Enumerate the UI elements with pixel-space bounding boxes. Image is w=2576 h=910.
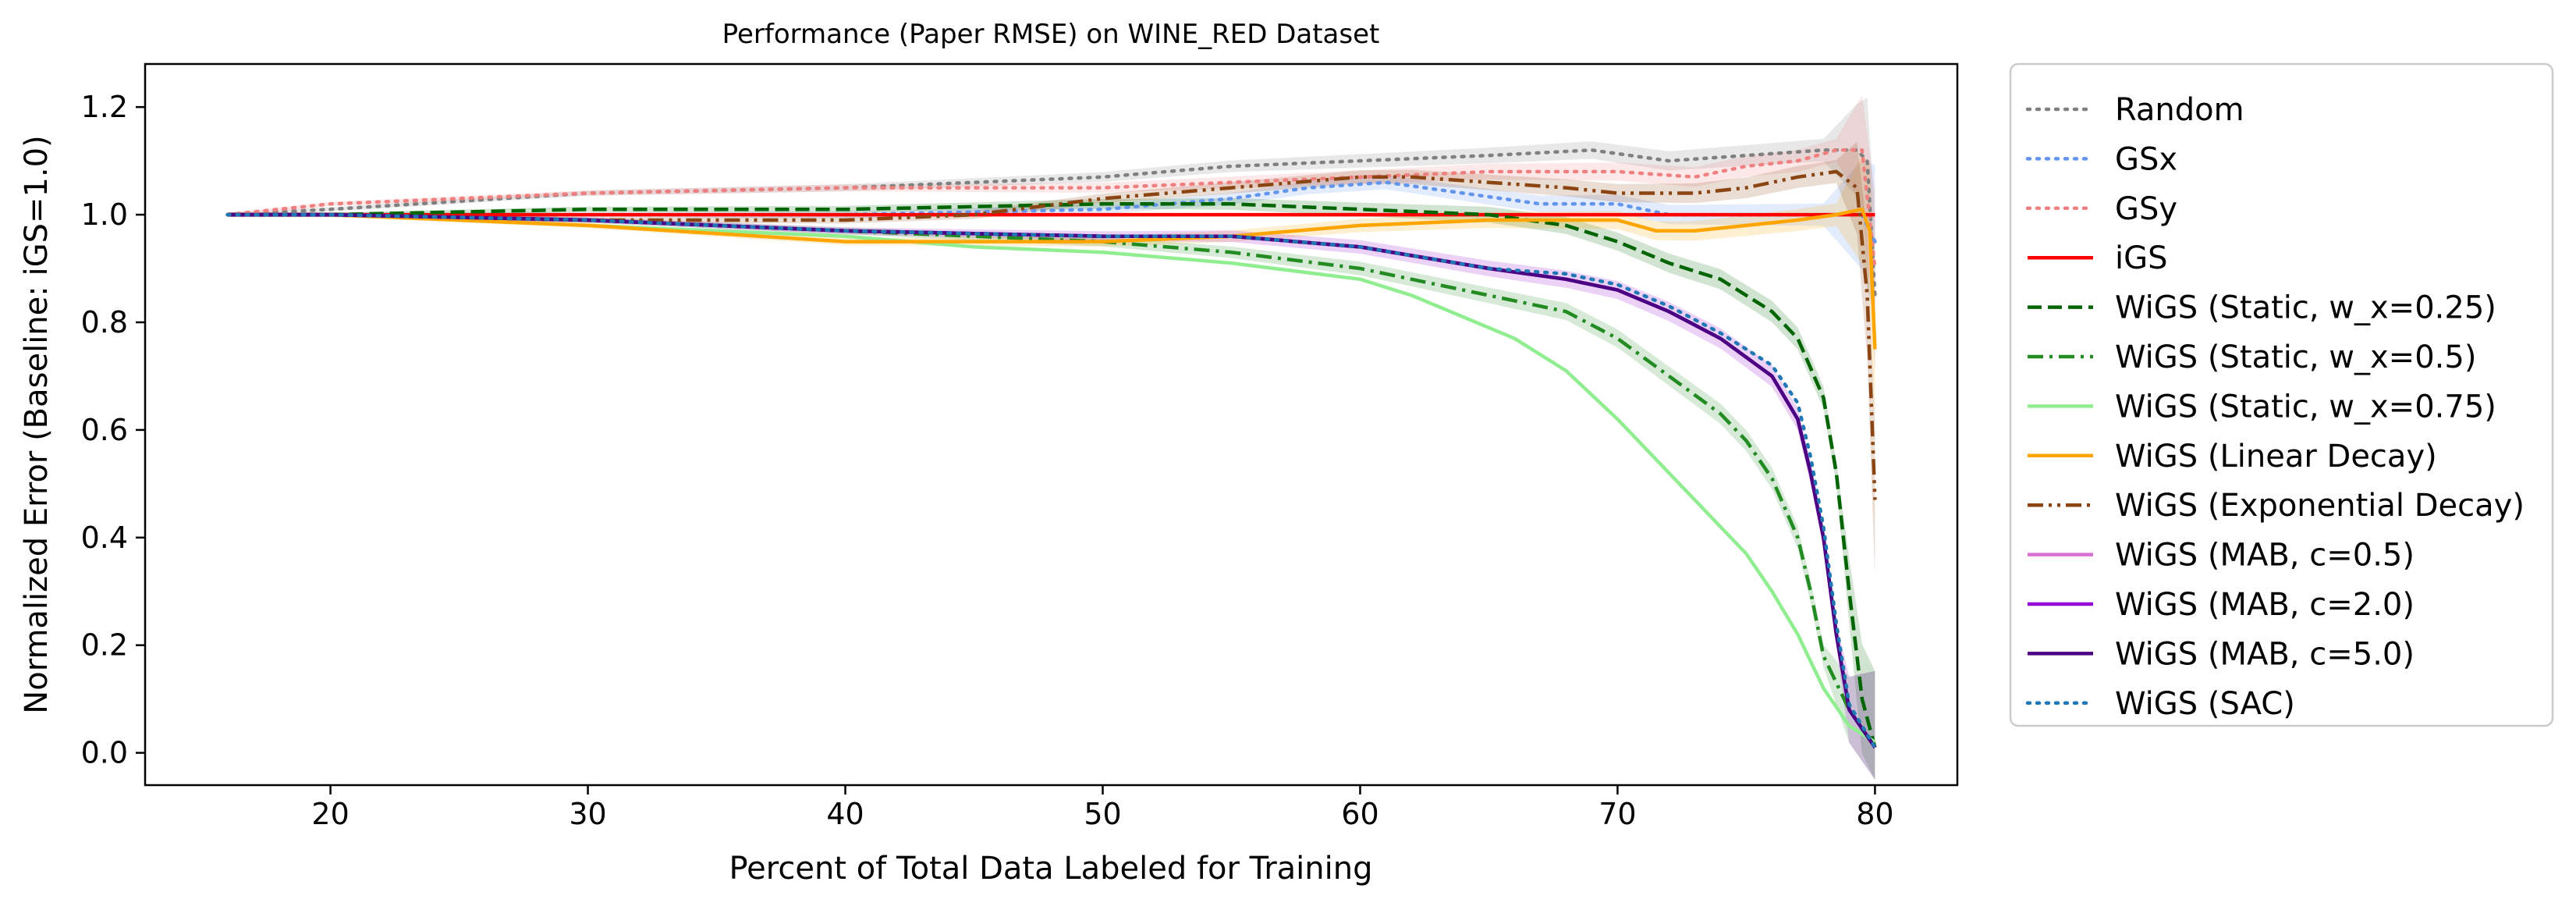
- series-line-gsy: [225, 148, 1877, 271]
- legend-label: iGS: [2115, 240, 2168, 276]
- legend-item-gsy: GSy: [2025, 191, 2177, 227]
- legend-label: WiGS (Static, w_x=0.5): [2115, 339, 2476, 375]
- y-tick-label: 0.2: [81, 628, 128, 663]
- band-gsx: [227, 159, 1875, 318]
- legend-item-wigs-mab-c-2-0: WiGS (MAB, c=2.0): [2028, 587, 2415, 623]
- legend-label: WiGS (SAC): [2115, 686, 2295, 722]
- y-tick-label: 0.0: [81, 736, 128, 770]
- series-line-wigs-linear-decay: [227, 207, 1877, 350]
- legend-item-wigs-sac: WiGS (SAC): [2025, 686, 2295, 722]
- x-tick-label: 30: [569, 797, 606, 831]
- band-wigs-exponential-decay: [227, 141, 1875, 577]
- legend-item-random: Random: [2025, 92, 2244, 128]
- plot-frame: [144, 62, 1959, 787]
- legend-label: WiGS (Static, w_x=0.75): [2115, 389, 2496, 425]
- legend-label: WiGS (MAB, c=0.5): [2115, 538, 2415, 574]
- y-tick-label: 1.2: [81, 90, 128, 124]
- legend-label: WiGS (Linear Decay): [2115, 439, 2437, 475]
- legend-label: WiGS (Exponential Decay): [2115, 488, 2525, 524]
- x-tick-label: 80: [1856, 797, 1893, 831]
- y-tick-label: 0.6: [81, 413, 128, 447]
- series-line-wigs-static-w-x-0-75: [227, 212, 1876, 744]
- x-tick-label: 20: [311, 797, 349, 831]
- x-tick-label: 70: [1598, 797, 1636, 831]
- y-tick-label: 0.4: [81, 521, 128, 555]
- legend-label: GSx: [2115, 141, 2177, 177]
- legend-label: WiGS (MAB, c=5.0): [2115, 636, 2415, 672]
- legend-frame: [2009, 62, 2554, 727]
- series-line-wigs-mab-c-5-0: [227, 212, 1877, 748]
- legend-label: Random: [2115, 92, 2244, 128]
- x-axis-label: Percent of Total Data Labeled for Traini…: [729, 851, 1372, 887]
- y-tick-label: 1.0: [81, 197, 128, 232]
- legend-item-wigs-static-w-x-0-25: WiGS (Static, w_x=0.25): [2028, 290, 2496, 326]
- legend-label: WiGS (Static, w_x=0.25): [2115, 290, 2496, 326]
- x-tick-label: 50: [1084, 797, 1121, 831]
- legend-item-wigs-exponential-decay: WiGS (Exponential Decay): [2028, 488, 2525, 524]
- y-tick-label: 0.8: [81, 305, 128, 339]
- legend-item-wigs-static-w-x-0-75: WiGS (Static, w_x=0.75): [2028, 389, 2496, 425]
- legend: Random GSx GSy iGS WiGS (Static, w_x=0.25) Wi…: [2009, 62, 2554, 727]
- legend-item-wigs-mab-c-5-0: WiGS (MAB, c=5.0): [2028, 636, 2415, 672]
- series-line-wigs-sac: [225, 212, 1877, 749]
- y-axis-label: Normalized Error (Baseline: iGS=1.0): [19, 135, 55, 713]
- series-line-wigs-exponential-decay: [227, 169, 1877, 500]
- legend-item-wigs-static-w-x-0-5: WiGS (Static, w_x=0.5): [2028, 339, 2476, 375]
- legend-label: GSy: [2115, 191, 2177, 227]
- chart-title: Performance (Paper RMSE) on WINE_RED Dat…: [722, 19, 1380, 50]
- legend-item-wigs-linear-decay: WiGS (Linear Decay): [2028, 439, 2437, 475]
- legend-item-igs: iGS: [2028, 240, 2168, 276]
- legend-label: WiGS (MAB, c=2.0): [2115, 587, 2415, 623]
- x-tick-label: 60: [1341, 797, 1378, 831]
- legend-item-gsx: GSx: [2025, 141, 2177, 177]
- legend-item-wigs-mab-c-0-5: WiGS (MAB, c=0.5): [2028, 538, 2415, 574]
- x-tick-label: 40: [826, 797, 864, 831]
- band-wigs-mab-c-2-0: [227, 212, 1875, 780]
- series-line-wigs-static-w-x-0-25: [227, 202, 1877, 748]
